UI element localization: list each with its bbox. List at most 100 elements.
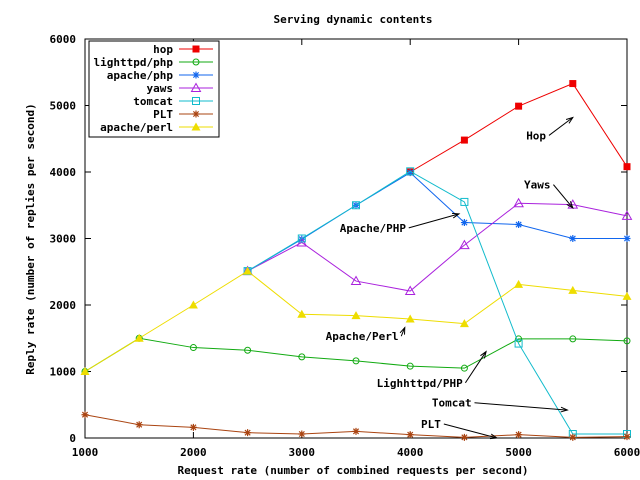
legend-entry: hop xyxy=(153,43,213,56)
series-hop xyxy=(406,80,631,176)
series-apache-php xyxy=(244,169,631,275)
data-point xyxy=(191,122,201,131)
data-point xyxy=(406,167,415,176)
x-tick-label: 1000 xyxy=(72,446,99,459)
data-point xyxy=(297,309,307,318)
annotation-label: Hop xyxy=(526,129,546,142)
data-point xyxy=(244,346,252,354)
data-point xyxy=(80,367,90,375)
chart-title: Serving dynamic contents xyxy=(274,13,433,26)
x-tick-label: 2000 xyxy=(180,446,207,459)
data-point xyxy=(352,201,360,210)
data-point xyxy=(192,45,200,53)
x-tick-label: 6000 xyxy=(614,446,640,459)
y-tick-label: 1000 xyxy=(50,366,77,379)
legend-entry: yaws xyxy=(147,82,213,95)
data-point xyxy=(622,291,632,300)
data-point xyxy=(192,71,200,79)
data-point xyxy=(460,433,468,441)
series-yaws xyxy=(242,197,633,296)
data-point xyxy=(188,300,198,309)
data-point xyxy=(189,344,197,352)
data-point xyxy=(569,433,577,441)
data-point xyxy=(569,80,577,88)
data-point xyxy=(192,110,200,118)
data-point xyxy=(515,335,523,343)
data-point xyxy=(298,353,306,361)
annotation-label: Apache/PHP xyxy=(340,222,407,235)
y-tick-label: 2000 xyxy=(50,299,77,312)
data-point xyxy=(460,364,468,372)
legend-entry: apache/php xyxy=(107,69,213,82)
data-point xyxy=(351,311,361,320)
legend-label: apache/perl xyxy=(100,121,173,134)
data-point xyxy=(405,314,415,323)
annotation-label: Yaws xyxy=(524,179,551,192)
data-point xyxy=(460,197,469,206)
data-point xyxy=(189,423,197,431)
annotation-arrow xyxy=(408,213,460,229)
x-tick-label: 4000 xyxy=(397,446,424,459)
legend-entry: apache/perl xyxy=(100,121,213,134)
data-point xyxy=(623,163,631,171)
data-point xyxy=(134,333,144,342)
annotation-label: Apache/Perl xyxy=(326,330,399,343)
data-point xyxy=(623,235,631,242)
annotation-arrow xyxy=(443,423,498,439)
legend-entry: tomcat xyxy=(133,95,213,108)
data-point xyxy=(404,285,416,296)
data-point xyxy=(515,431,523,439)
legend-box xyxy=(88,40,220,138)
data-point xyxy=(298,430,306,438)
data-point xyxy=(81,411,89,419)
data-point xyxy=(135,421,143,429)
annotation-arrow xyxy=(548,117,574,136)
legend-label: lighttpd/php xyxy=(94,56,174,69)
annotation-arrow xyxy=(553,184,574,209)
annotation-arrowhead xyxy=(480,350,487,359)
data-point xyxy=(297,234,306,243)
legend-label: apache/php xyxy=(107,69,174,82)
annotation-arrowhead xyxy=(565,116,574,124)
data-point xyxy=(350,275,362,286)
annotation-label: Lighhttpd/PHP xyxy=(377,377,463,390)
annotation: PLT xyxy=(421,418,499,440)
data-point xyxy=(406,431,414,439)
data-point xyxy=(459,319,469,328)
annotation: Tomcat xyxy=(432,397,569,413)
series-line xyxy=(247,170,627,435)
data-point xyxy=(406,362,414,370)
annotation-arrowhead xyxy=(566,201,574,210)
data-point xyxy=(514,339,523,348)
data-point xyxy=(621,210,633,220)
legend-label: hop xyxy=(153,43,173,56)
series-plt xyxy=(81,411,631,441)
data-point xyxy=(298,235,306,243)
annotation: Yaws xyxy=(524,179,574,210)
data-point xyxy=(515,102,523,110)
data-point xyxy=(513,197,524,208)
data-point xyxy=(243,266,253,275)
y-tick-label: 3000 xyxy=(50,233,77,246)
data-point xyxy=(459,239,470,250)
annotation-arrowhead xyxy=(451,212,461,219)
y-tick-label: 5000 xyxy=(50,100,77,113)
data-point xyxy=(352,427,360,435)
annotation-arrowhead xyxy=(489,433,499,440)
data-point xyxy=(515,221,523,229)
annotation-arrow xyxy=(474,402,568,411)
series-lighttpd-php xyxy=(81,334,631,375)
legend-label: yaws xyxy=(147,82,174,95)
data-point xyxy=(190,82,202,92)
y-tick-label: 0 xyxy=(69,432,76,445)
annotation-arrow xyxy=(400,327,406,337)
series-apache-perl xyxy=(80,266,632,375)
series-line xyxy=(247,202,628,292)
data-point xyxy=(623,433,631,441)
annotation-arrowhead xyxy=(399,326,406,335)
y-tick-label: 4000 xyxy=(50,166,77,179)
annotation-arrow xyxy=(464,351,487,384)
data-point xyxy=(569,235,577,242)
y-tick-label: 6000 xyxy=(50,33,77,46)
